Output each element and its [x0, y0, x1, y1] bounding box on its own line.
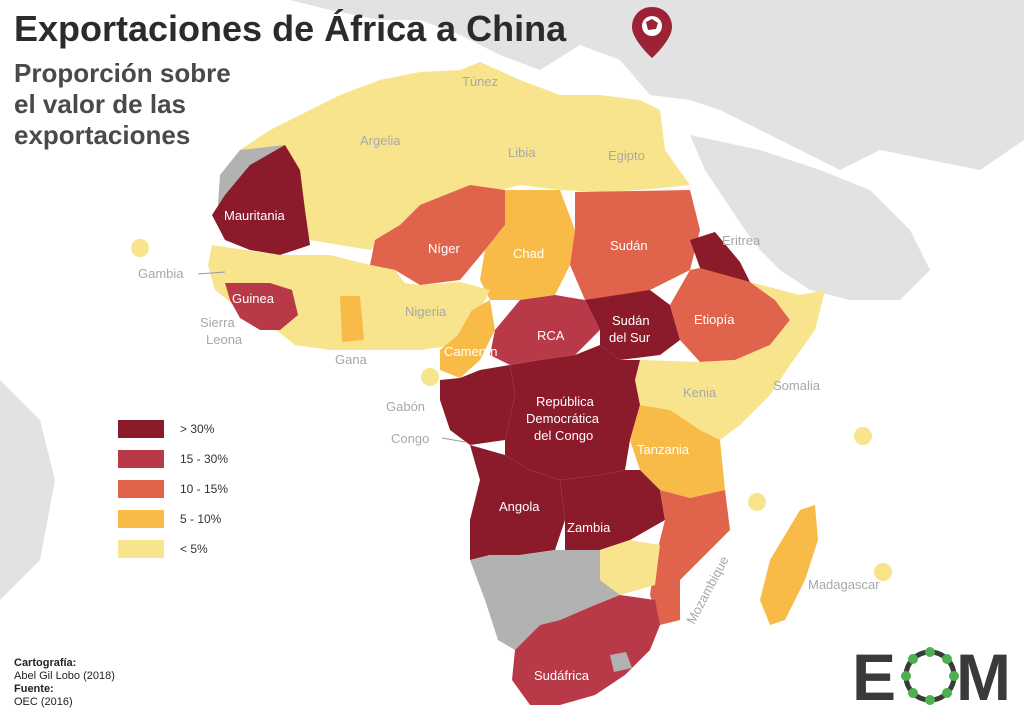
country-chad [480, 190, 575, 300]
label-nigeria: Nigeria [405, 304, 447, 319]
label-gabon: Gabón [386, 399, 425, 414]
island-santo-tome [421, 368, 439, 386]
label-camerun: Camerún [444, 344, 497, 359]
legend-swatch [118, 540, 164, 558]
label-angola: Angola [499, 499, 540, 514]
label-tunez: Túnez [462, 74, 498, 89]
country-niger [370, 185, 505, 285]
label-madagascar: Madagascar [808, 577, 880, 592]
label-rca: RCA [537, 328, 565, 343]
eom-logo: E M [852, 640, 1011, 710]
country-lesotho [610, 652, 632, 672]
label-sudafrica: Sudáfrica [534, 668, 590, 683]
label-sudan: Sudán [610, 238, 648, 253]
label-argelia: Argelia [360, 133, 401, 148]
country-north-africa [240, 62, 690, 250]
label-guinea: Guinea [232, 291, 275, 306]
legend-label: > 30% [180, 422, 215, 436]
country-south-sudan [585, 290, 680, 360]
country-ethiopia [670, 268, 790, 362]
subtitle-line-1: Proporción sobre [14, 58, 231, 88]
svg-text:M: M [956, 640, 1011, 710]
country-mauritania [212, 145, 310, 255]
country-sudan [570, 190, 700, 300]
country-zambia [560, 470, 665, 550]
legend: > 30% 15 - 30% 10 - 15% 5 - 10% < 5% [118, 414, 228, 564]
subtitle-line-2: el valor de las [14, 89, 186, 119]
country-kenya [635, 360, 740, 440]
legend-swatch [118, 420, 164, 438]
legend-swatch [118, 480, 164, 498]
subtitle-line-3: exportaciones [14, 120, 191, 150]
svg-text:E: E [852, 640, 896, 710]
country-namibia-botswana [470, 550, 620, 650]
island-mauricio [874, 563, 892, 581]
label-eritrea: Eritrea [722, 233, 761, 248]
legend-item: > 30% [118, 414, 228, 444]
map-title: Exportaciones de África a China [14, 8, 567, 49]
legend-item: < 5% [118, 534, 228, 564]
label-niger: Níger [428, 241, 460, 256]
island-seychelles [854, 427, 872, 445]
label-chad: Chad [513, 246, 544, 261]
legend-swatch [118, 510, 164, 528]
arabia-land [690, 135, 930, 300]
label-libia: Libia [508, 145, 536, 160]
country-zimbabwe [600, 540, 660, 595]
legend-label: 15 - 30% [180, 452, 229, 466]
country-somalia [735, 282, 825, 425]
legend-item: 5 - 10% [118, 504, 228, 534]
legend-label: 10 - 15% [180, 482, 229, 496]
label-zambia: Zambia [567, 520, 611, 535]
country-ghana [340, 296, 364, 342]
legend-label: 5 - 10% [180, 512, 222, 526]
legend-item: 10 - 15% [118, 474, 228, 504]
island-comoros [748, 493, 766, 511]
label-tanzania: Tanzania [637, 442, 690, 457]
country-nigeria [395, 282, 490, 350]
label-egipto: Egipto [608, 148, 645, 163]
label-etiopia: Etiopía [694, 312, 735, 327]
credits-source-label: Fuente: [14, 683, 54, 695]
map-subtitle: Proporción sobre el valor de las exporta… [14, 58, 231, 151]
island-cabo-verde [131, 239, 149, 257]
country-south-africa [512, 595, 660, 705]
europe-land [290, 0, 1024, 170]
label-gambia: Gambia [138, 266, 184, 281]
country-car [490, 295, 600, 365]
country-angola [470, 445, 565, 560]
americas-land [0, 380, 55, 600]
country-mozambique [650, 490, 730, 625]
legend-label: < 5% [180, 542, 208, 556]
legend-item: 15 - 30% [118, 444, 228, 474]
credits-source-value: OEC (2016) [14, 696, 73, 708]
location-pin-icon [632, 7, 672, 58]
label-sudan-sur: Sudán del Sur [609, 313, 653, 345]
congo-leader [441, 437, 466, 443]
country-drc [505, 345, 640, 480]
country-tanzania [630, 405, 725, 498]
country-west-coast [208, 245, 440, 350]
credits: Cartografía: Abel Gil Lobo (2018) Fuente… [14, 657, 115, 709]
country-guinea [225, 283, 298, 330]
label-gana: Gana [335, 352, 368, 367]
country-madagascar [760, 505, 818, 625]
credits-carto-label: Cartografía: [14, 657, 77, 669]
credits-carto-value: Abel Gil Lobo (2018) [14, 670, 115, 682]
globe-logo-icon [901, 647, 959, 705]
label-sierra-leona: Sierra Leona [200, 315, 243, 347]
gambia-leader [197, 271, 226, 275]
label-kenia: Kenia [683, 385, 717, 400]
country-gabon-congo [440, 365, 515, 445]
legend-swatch [118, 450, 164, 468]
label-rdc: República Democrática del Congo [526, 394, 603, 443]
country-cameroon [440, 300, 495, 378]
label-somalia: Somalia [773, 378, 821, 393]
label-congo: Congo [391, 431, 429, 446]
label-mauritania: Mauritania [224, 208, 285, 223]
